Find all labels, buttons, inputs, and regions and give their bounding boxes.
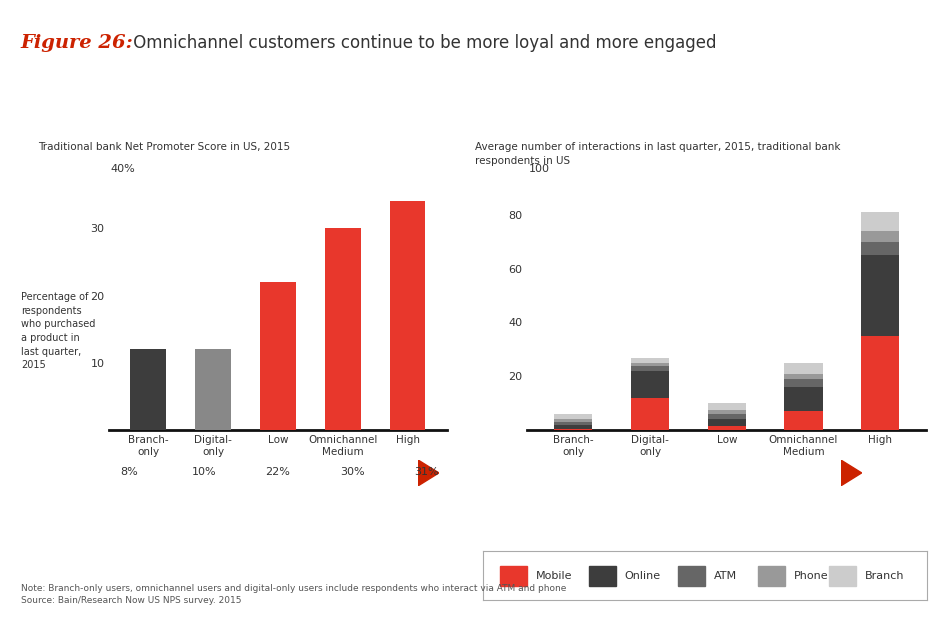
Text: Phone: Phone — [794, 571, 828, 581]
Text: Figure 26:: Figure 26: — [21, 34, 134, 52]
Bar — [631, 358, 669, 363]
Text: Branch: Branch — [864, 571, 904, 581]
Text: ATM: ATM — [713, 571, 737, 581]
Bar — [861, 255, 900, 336]
Text: Note: Branch-only users, omnichannel users and digital-only users include respon: Note: Branch-only users, omnichannel use… — [21, 584, 566, 605]
Text: Online: Online — [625, 571, 661, 581]
Bar — [708, 426, 746, 430]
Bar — [785, 412, 823, 430]
Bar — [758, 566, 785, 586]
Bar — [554, 425, 593, 429]
Bar — [631, 371, 669, 398]
Text: Mobile: Mobile — [536, 571, 573, 581]
Bar — [861, 231, 900, 242]
Bar — [554, 420, 593, 422]
Bar — [260, 282, 295, 430]
Bar — [501, 566, 527, 586]
Bar — [631, 398, 669, 430]
Bar — [708, 410, 746, 414]
Bar — [708, 404, 746, 410]
Bar — [785, 374, 823, 379]
Bar — [554, 422, 593, 425]
Text: Traditional bank Net Promoter Score in US, 2015: Traditional bank Net Promoter Score in U… — [38, 142, 290, 152]
Polygon shape — [841, 460, 862, 486]
Text: Number of total interactions: Number of total interactions — [632, 468, 793, 478]
Polygon shape — [418, 460, 439, 486]
Bar — [130, 349, 166, 430]
Text: 8%: 8% — [121, 467, 139, 477]
Bar — [554, 429, 593, 430]
Bar — [708, 414, 746, 420]
Text: Percentage of
respondents
who purchased
a product in
last quarter,
2015: Percentage of respondents who purchased … — [21, 292, 95, 370]
Bar — [678, 566, 705, 586]
Bar — [325, 228, 361, 430]
Bar — [785, 379, 823, 387]
Bar — [861, 212, 900, 231]
Bar — [861, 336, 900, 430]
Bar — [861, 242, 900, 255]
Bar — [631, 366, 669, 371]
Text: 30%: 30% — [340, 467, 365, 477]
Text: 31%: 31% — [414, 467, 439, 477]
Text: Omnichannel customers continue to be more loyal and more engaged: Omnichannel customers continue to be mor… — [128, 34, 716, 52]
Text: 22%: 22% — [265, 467, 291, 477]
Bar — [785, 387, 823, 412]
Text: Omnichannel users gave higher Net Promoter Scores and were
more likely to purcha: Omnichannel users gave higher Net Promot… — [48, 98, 432, 122]
Text: They are more engaged, especially through digital channels: They are more engaged, especially throug… — [517, 105, 884, 115]
Text: Average number of interactions in last quarter, 2015, traditional bank
responden: Average number of interactions in last q… — [475, 142, 841, 165]
Bar — [785, 363, 823, 374]
Bar — [829, 566, 856, 586]
Bar — [554, 414, 593, 420]
Bar — [589, 566, 616, 586]
Bar — [708, 420, 746, 426]
Bar — [631, 363, 669, 366]
Text: 100: 100 — [529, 163, 550, 174]
Text: 40%: 40% — [110, 164, 135, 175]
Bar — [390, 201, 426, 430]
Bar — [195, 349, 231, 430]
Text: 10%: 10% — [191, 467, 216, 477]
Text: Number of total interactions: Number of total interactions — [221, 468, 383, 478]
